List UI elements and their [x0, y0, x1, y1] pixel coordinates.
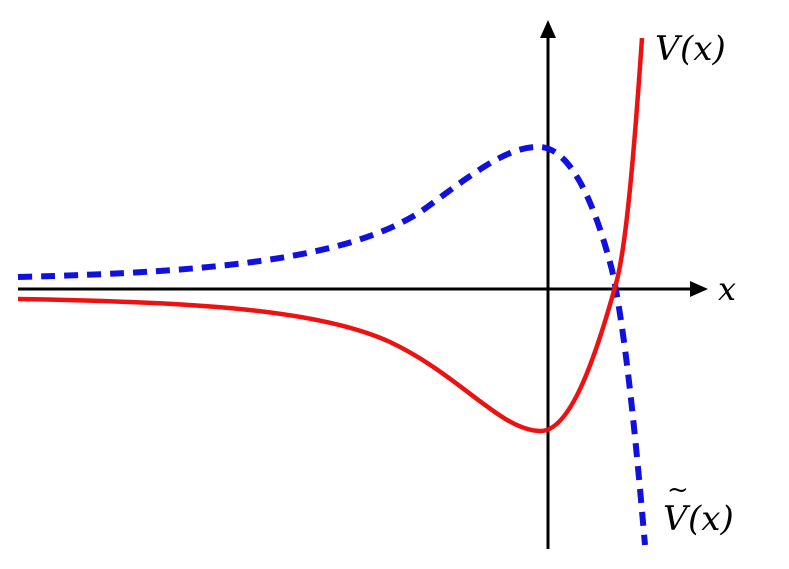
v-tilde-label: ~ V (x) [663, 475, 734, 539]
x-axis-arrowhead [690, 281, 708, 297]
v-label: V (x) [655, 29, 726, 69]
x-axis-label: x [718, 270, 736, 308]
svg-text:V: V [655, 29, 683, 69]
y-axis-arrowhead [540, 20, 556, 38]
svg-text:V: V [663, 499, 691, 539]
curve-v-tilde [17, 143, 648, 546]
curve-v [17, 37, 645, 434]
svg-text:(x): (x) [680, 29, 726, 69]
svg-text:(x): (x) [688, 499, 734, 539]
tilde-glyph: ~ [667, 475, 689, 505]
